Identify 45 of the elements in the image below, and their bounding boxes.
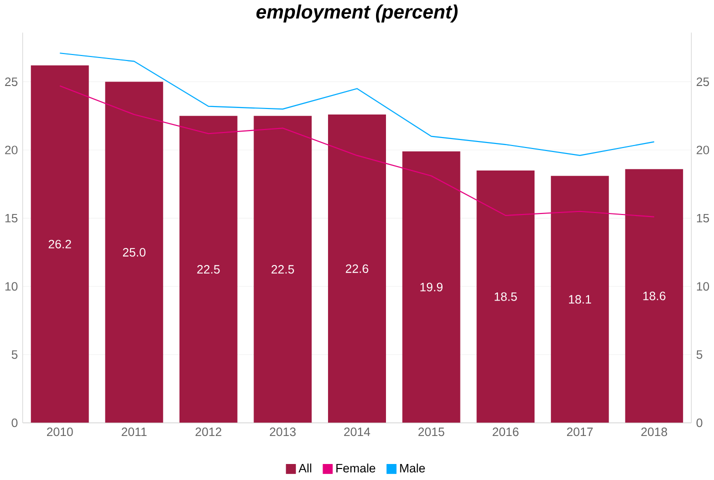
y-tick-label: 25 — [5, 78, 18, 86]
data-label: 25.0 — [122, 248, 146, 257]
x-tick-label: 2018 — [641, 428, 668, 436]
bar — [30, 66, 89, 423]
y2-tick-label: 25 — [696, 78, 710, 86]
legend-label: Male — [400, 464, 425, 473]
y-tick-label: 0 — [12, 418, 18, 428]
bar — [254, 116, 312, 423]
x-tick-label: 2015 — [418, 428, 444, 436]
y-tick-label: 5 — [12, 350, 18, 359]
line-series — [59, 85, 655, 218]
x-tick-label: 2017 — [567, 428, 593, 436]
x-tick-label: 2010 — [47, 428, 73, 436]
data-label: 22.5 — [197, 265, 220, 274]
data-label: 18.6 — [643, 292, 666, 300]
x-tick-label: 2011 — [122, 428, 147, 436]
x-tick-label: 2013 — [270, 428, 296, 436]
data-label: 22.6 — [346, 264, 368, 274]
bar — [476, 170, 535, 423]
legend-label: All — [298, 464, 312, 472]
y2-tick-label: 20 — [696, 146, 710, 154]
data-label: 19.9 — [420, 282, 442, 292]
data-label: 22.5 — [272, 265, 294, 274]
y2-tick-label: 15 — [696, 214, 710, 223]
data-label: 18.5 — [494, 292, 517, 302]
line-series — [59, 52, 655, 156]
bar — [402, 151, 460, 423]
bar — [550, 176, 609, 423]
y-tick-label: 20 — [5, 146, 18, 154]
bar — [328, 114, 386, 423]
bar — [179, 116, 238, 423]
y2-tick-label: 0 — [696, 418, 702, 428]
y-tick-label: 10 — [5, 282, 18, 291]
chart-title: employment (percent) — [256, 4, 458, 23]
bar — [625, 169, 684, 423]
x-tick-label: 2016 — [492, 428, 519, 436]
y2-tick-label: 10 — [696, 282, 710, 291]
y-tick-label: 15 — [5, 214, 18, 223]
x-tick-label: 2012 — [196, 428, 222, 436]
legend-label: Female — [336, 464, 376, 473]
y2-tick-label: 5 — [696, 350, 702, 359]
data-label: 18.1 — [569, 295, 592, 304]
bar — [105, 82, 164, 423]
x-tick-label: 2014 — [344, 428, 370, 436]
data-label: 26.2 — [48, 240, 72, 249]
